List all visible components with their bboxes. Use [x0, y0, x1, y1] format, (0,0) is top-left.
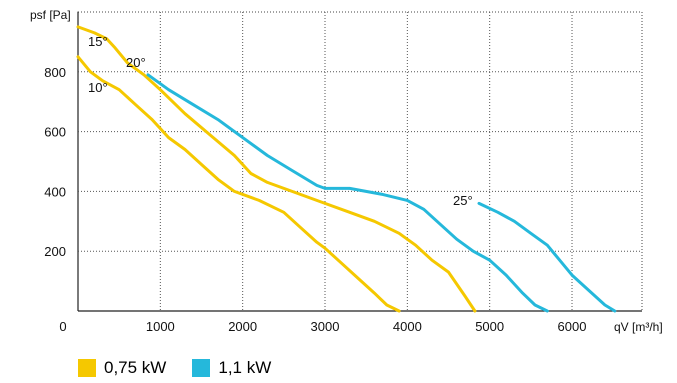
plot-frame	[77, 11, 643, 312]
curve-label-20deg: 20°	[126, 55, 146, 70]
x-tick-label: 3000	[311, 319, 340, 334]
y-tick-label: 600	[44, 125, 66, 140]
y-axis-label: psf [Pa]	[30, 8, 71, 22]
curve-labels: 10° 15° 20° 25°	[88, 34, 473, 208]
curve-label-10deg: 10°	[88, 80, 108, 95]
y-tick-label: 400	[44, 184, 66, 199]
y-tick-labels: 200 400 600 800	[44, 65, 66, 259]
x-tick-label: 4000	[393, 319, 422, 334]
x-tick-label: 0	[59, 319, 66, 334]
x-tick-label: 6000	[558, 319, 587, 334]
y-tick-label: 200	[44, 244, 66, 259]
series-line-20deg	[146, 73, 549, 313]
series-line-25deg	[477, 201, 617, 313]
x-axis-label: qV [m³/h]	[614, 320, 663, 334]
legend-label-11kw: 1,1 kW	[218, 358, 272, 377]
legend-swatch-075kw	[78, 359, 96, 377]
x-tick-label: 1000	[146, 319, 175, 334]
legend-swatch-11kw	[192, 359, 211, 377]
x-tick-labels: 0 1000 2000 3000 4000 5000 6000	[59, 319, 586, 334]
x-tick-label: 5000	[475, 319, 504, 334]
grid	[77, 11, 643, 312]
legend-item-11kw: 1,1 kW	[192, 358, 271, 378]
y-tick-label: 800	[44, 65, 66, 80]
curve-label-25deg: 25°	[453, 193, 473, 208]
legend-item-075kw: 0,75 kW	[78, 358, 166, 378]
x-tick-label: 2000	[228, 319, 257, 334]
plot-lines	[76, 25, 617, 313]
legend: 0,75 kW 1,1 kW	[78, 358, 271, 378]
series-line-15deg	[76, 25, 477, 313]
legend-label-075kw: 0,75 kW	[104, 358, 167, 377]
series-line-10deg	[76, 55, 401, 313]
curve-label-15deg: 15°	[88, 34, 108, 49]
